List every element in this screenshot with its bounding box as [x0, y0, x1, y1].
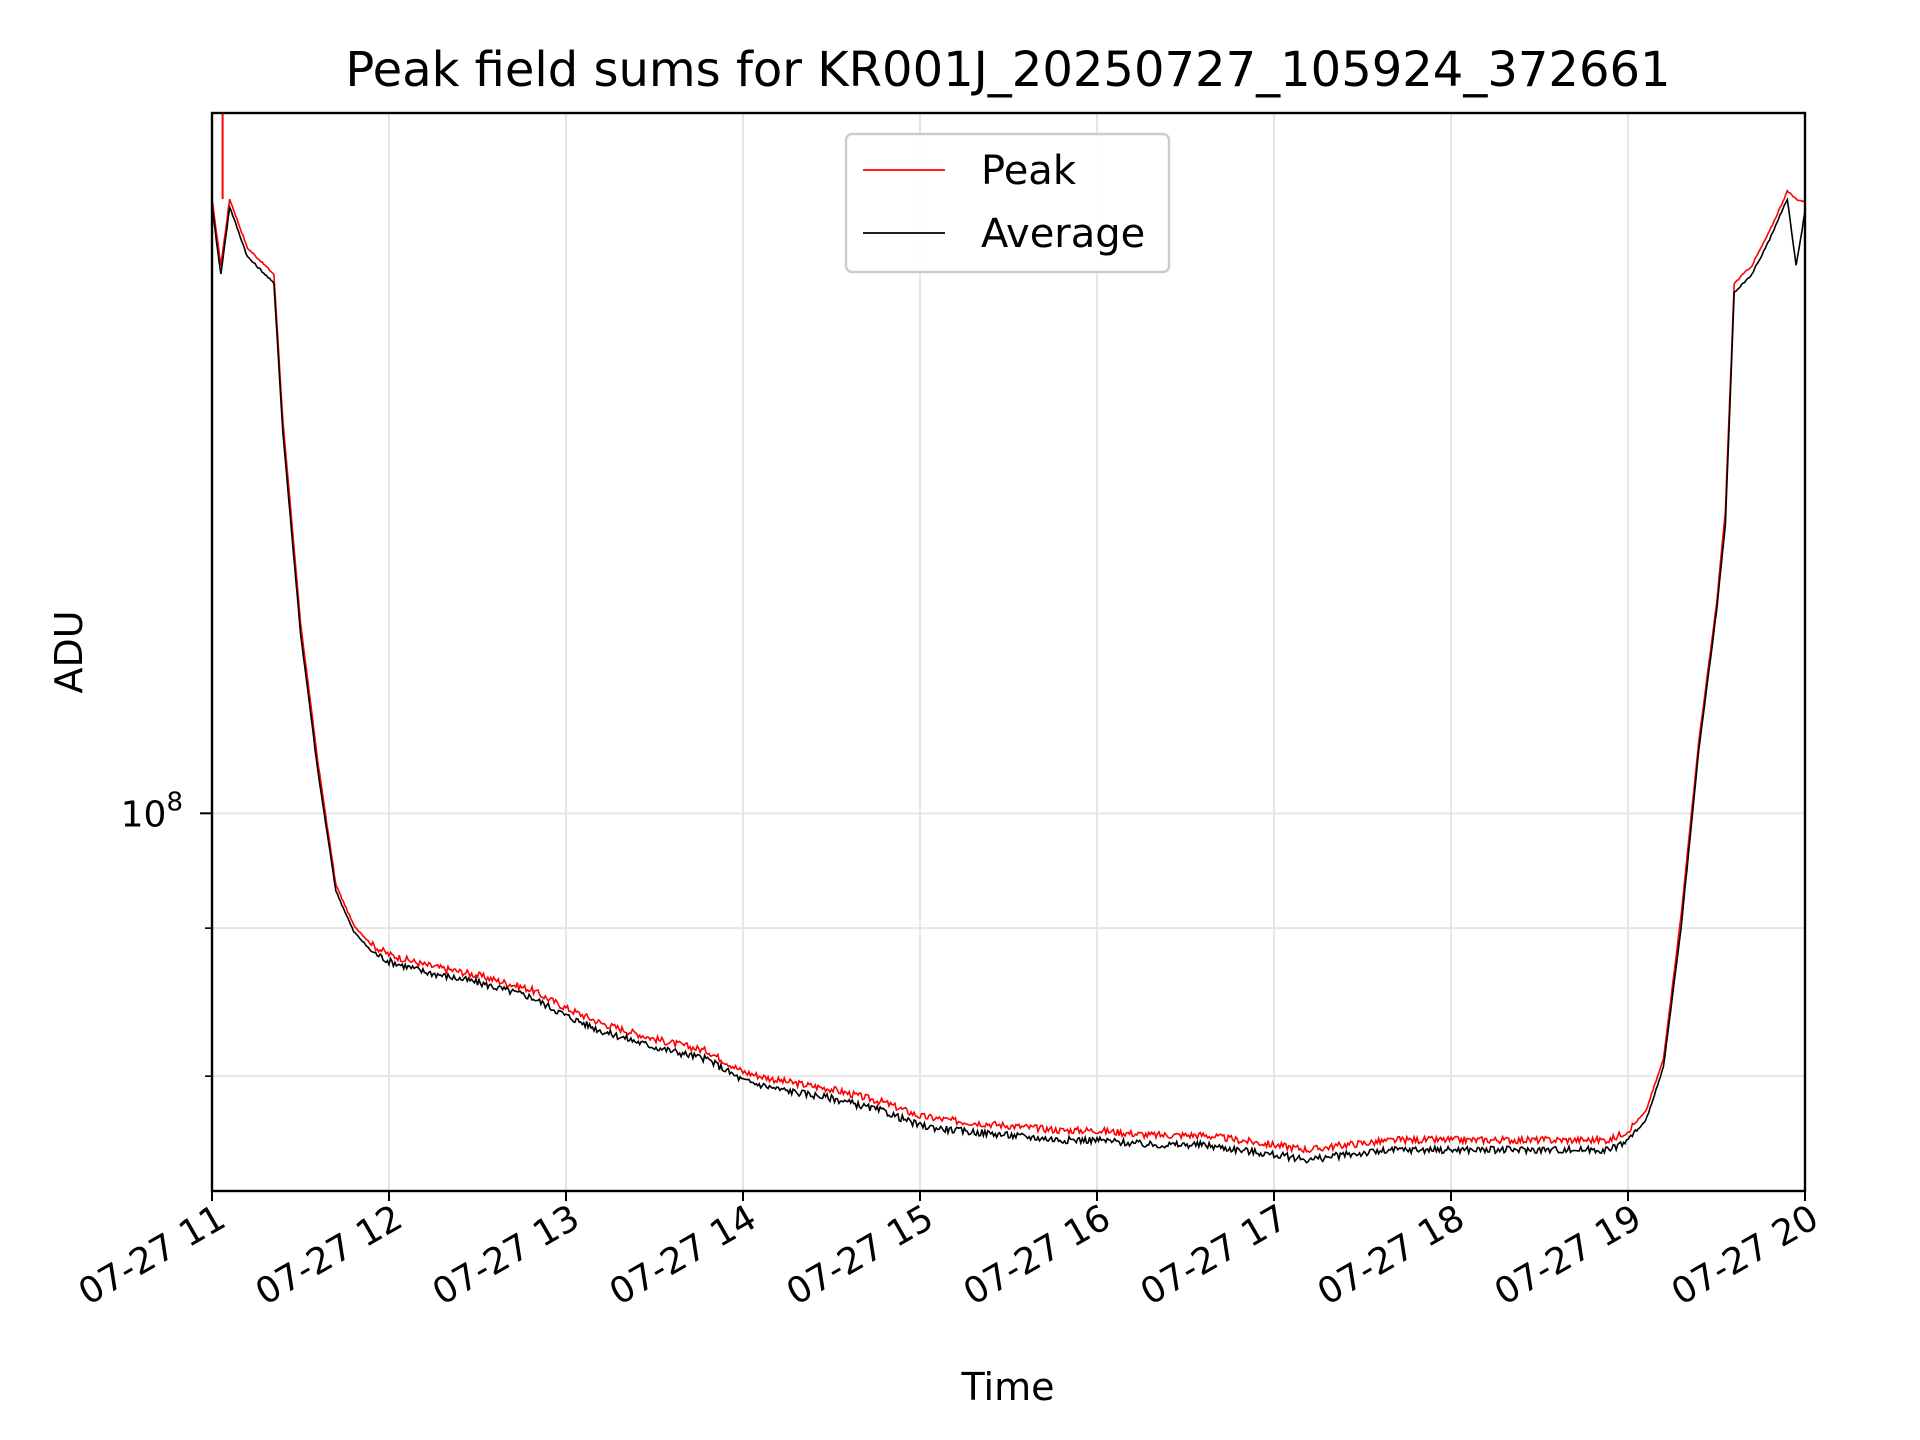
y-axis-label: ADU [47, 610, 91, 693]
series-line-average [212, 196, 1805, 1164]
y-tick-label-1e8: 108 [121, 787, 183, 835]
legend-box [844, 132, 1171, 274]
legend-label-peak: Peak [981, 148, 1077, 194]
legend: Peak Average [844, 132, 1171, 274]
grid-lines [212, 113, 1805, 1191]
legend-label-average: Average [981, 211, 1145, 257]
plot-frame [210, 111, 1807, 1193]
series-lines [212, 113, 1805, 1164]
y-tick-base: 10 [121, 794, 167, 835]
chart-title: Peak field sums for KR001J_20250727_1059… [345, 42, 1670, 98]
series-line-peak [212, 189, 1805, 1154]
x-axis-label: Time [961, 1365, 1055, 1409]
y-tick-exponent: 8 [166, 787, 183, 817]
